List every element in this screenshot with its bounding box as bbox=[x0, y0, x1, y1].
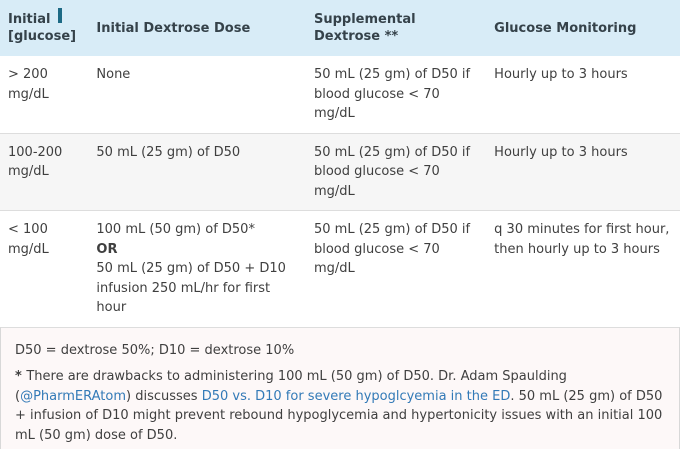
cell-line: OR bbox=[96, 241, 118, 257]
cell-line: Hourly up to 3 hours bbox=[494, 144, 628, 160]
cell-line: q 30 minutes for first hour, then hourly… bbox=[494, 222, 670, 257]
col-header-supplemental-dextrose: Supplemental Dextrose ** bbox=[305, 0, 487, 57]
table-row: 100-200 mg/dL 50 mL (25 gm) of D50 50 mL (… bbox=[0, 132, 680, 211]
col-header-initial-dextrose-dose: Initial Dextrose Dose bbox=[88, 0, 306, 57]
cell-initial-glucose: < 100 mg/dL bbox=[0, 210, 89, 327]
cell-initial-dose: 50 mL (25 gm) of D50 bbox=[88, 132, 306, 211]
pharmeratom-link[interactable]: @PharmERAtom bbox=[20, 388, 127, 404]
table-header: Initial [glucose] Initial Dextrose Dose … bbox=[0, 0, 680, 57]
cell-line: > 200 mg/dL bbox=[8, 67, 49, 102]
dextrose-dosing-table: Initial [glucose] Initial Dextrose Dose … bbox=[0, 0, 680, 327]
teal-accent-mark bbox=[58, 8, 62, 23]
cell-glucose-monitoring: Hourly up to 3 hours bbox=[486, 132, 680, 211]
header-row: Initial [glucose] Initial Dextrose Dose … bbox=[0, 0, 680, 57]
cell-line: 50 mL (25 gm) of D50 if blood glucose < … bbox=[313, 222, 471, 277]
d50-vs-d10-article-link[interactable]: D50 vs. D10 for severe hypoglcyemia in t… bbox=[201, 388, 511, 404]
cell-initial-dose: None bbox=[88, 56, 306, 133]
cell-line: 50 mL (25 gm) of D50 if blood glucose < … bbox=[313, 67, 471, 122]
table-row: > 200 mg/dL None 50 mL (25 gm) of D50 if b… bbox=[0, 56, 680, 133]
cell-line: 50 mL (25 gm) of D50 bbox=[96, 144, 241, 160]
footnote-asterisk-note: * There are drawbacks to administering 1… bbox=[15, 367, 665, 445]
cell-glucose-monitoring: Hourly up to 3 hours bbox=[486, 56, 680, 133]
footnote-text: . 50 mL (25 gm) of D50 + infusion of D10… bbox=[15, 388, 663, 443]
cell-initial-glucose: > 200 mg/dL bbox=[0, 56, 88, 133]
table-body: > 200 mg/dL None 50 mL (25 gm) of D50 if b… bbox=[0, 56, 680, 327]
cell-line: None bbox=[96, 67, 131, 83]
cell-line: 50 mL (25 gm) of D50 + D10 infusion 250 … bbox=[96, 261, 286, 316]
table-row: < 100 mg/dL 100 mL (50 gm) of D50* OR 50 mL… bbox=[0, 210, 680, 327]
cell-line: Hourly up to 3 hours bbox=[494, 67, 628, 83]
cell-line: 50 mL (25 gm) of D50 if blood glucose < … bbox=[313, 144, 471, 199]
footnote-text: There are drawbacks to administering 100… bbox=[15, 369, 567, 404]
cell-initial-dose: 100 mL (50 gm) of D50* OR 50 mL (25 gm) of… bbox=[88, 210, 306, 327]
cell-supplemental-dextrose: 50 mL (25 gm) of D50 if blood glucose < … bbox=[305, 132, 487, 211]
footnotes-section: D50 = dextrose 50%; D10 = dextrose 10% *… bbox=[0, 326, 680, 449]
col-header-glucose-monitoring: Glucose Monitoring bbox=[486, 0, 680, 57]
asterisk-marker: * bbox=[15, 369, 27, 385]
cell-glucose-monitoring: q 30 minutes for first hour, then hourly… bbox=[486, 210, 680, 327]
cell-line: < 100 mg/dL bbox=[8, 222, 49, 257]
footnote-text: ) discusses bbox=[126, 388, 202, 404]
col-header-initial-glucose: Initial [glucose] bbox=[0, 0, 89, 57]
cell-line: 100 mL (50 gm) of D50* bbox=[96, 222, 255, 238]
cell-supplemental-dextrose: 50 mL (25 gm) of D50 if blood glucose < … bbox=[305, 210, 487, 327]
cell-line: 100-200 mg/dL bbox=[8, 144, 63, 180]
cell-supplemental-dextrose: 50 mL (25 gm) of D50 if blood glucose < … bbox=[306, 56, 486, 133]
cell-initial-glucose: 100-200 mg/dL bbox=[0, 132, 89, 211]
footnote-definitions: D50 = dextrose 50%; D10 = dextrose 10% bbox=[15, 342, 295, 358]
